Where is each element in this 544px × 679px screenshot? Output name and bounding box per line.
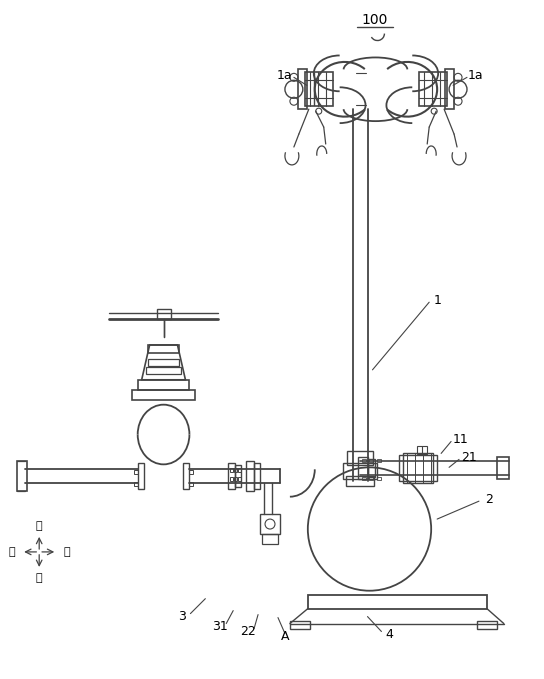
Bar [246,461,254,491]
Text: 31: 31 [212,620,228,633]
Bar [183,463,189,490]
Text: 后: 后 [64,547,70,557]
Bar [134,471,138,475]
Bar [234,477,237,481]
Bar [132,390,195,400]
Bar [305,73,333,106]
Bar [417,447,427,454]
Text: 1a: 1a [277,69,293,82]
Bar [445,69,454,109]
Bar [189,471,194,475]
Bar [146,367,182,374]
Bar [357,458,368,479]
Bar [419,73,447,106]
Bar [260,514,280,534]
Bar [235,465,241,488]
Bar [403,454,433,483]
Bar [298,69,307,109]
Text: 1a: 1a [468,69,484,82]
Bar [343,463,378,479]
Bar [238,477,241,481]
Text: 3: 3 [178,610,187,623]
Bar [17,461,27,491]
Bar [189,482,194,486]
Text: 4: 4 [386,628,393,641]
Bar [230,469,233,473]
Bar [378,477,381,480]
Bar [147,345,180,353]
Bar [228,463,235,490]
Bar [345,476,374,486]
Text: 22: 22 [240,625,256,638]
Bar [369,460,374,462]
Bar [134,482,138,486]
Bar [378,460,381,462]
Text: 100: 100 [361,13,388,26]
Text: 21: 21 [461,451,477,464]
Bar [138,380,189,390]
Bar [362,460,366,462]
Bar [254,463,260,490]
Bar [157,309,170,319]
Bar [262,534,278,544]
Bar [399,456,437,481]
Bar [234,469,237,473]
Bar [347,452,374,465]
Text: 2: 2 [485,493,493,506]
Text: 11: 11 [453,433,469,446]
Text: 下: 下 [36,573,42,583]
Bar [238,469,241,473]
Text: 前: 前 [8,547,15,557]
Text: 1: 1 [433,294,441,307]
Bar [308,595,487,608]
Bar [362,477,366,480]
Bar [290,621,310,629]
Bar [138,463,144,490]
Bar [477,621,497,629]
Text: 上: 上 [36,521,42,531]
Bar [497,458,509,479]
Text: A: A [281,630,289,643]
Bar [368,460,375,477]
Bar [230,477,233,481]
Bar [147,359,180,366]
Bar [369,477,374,480]
